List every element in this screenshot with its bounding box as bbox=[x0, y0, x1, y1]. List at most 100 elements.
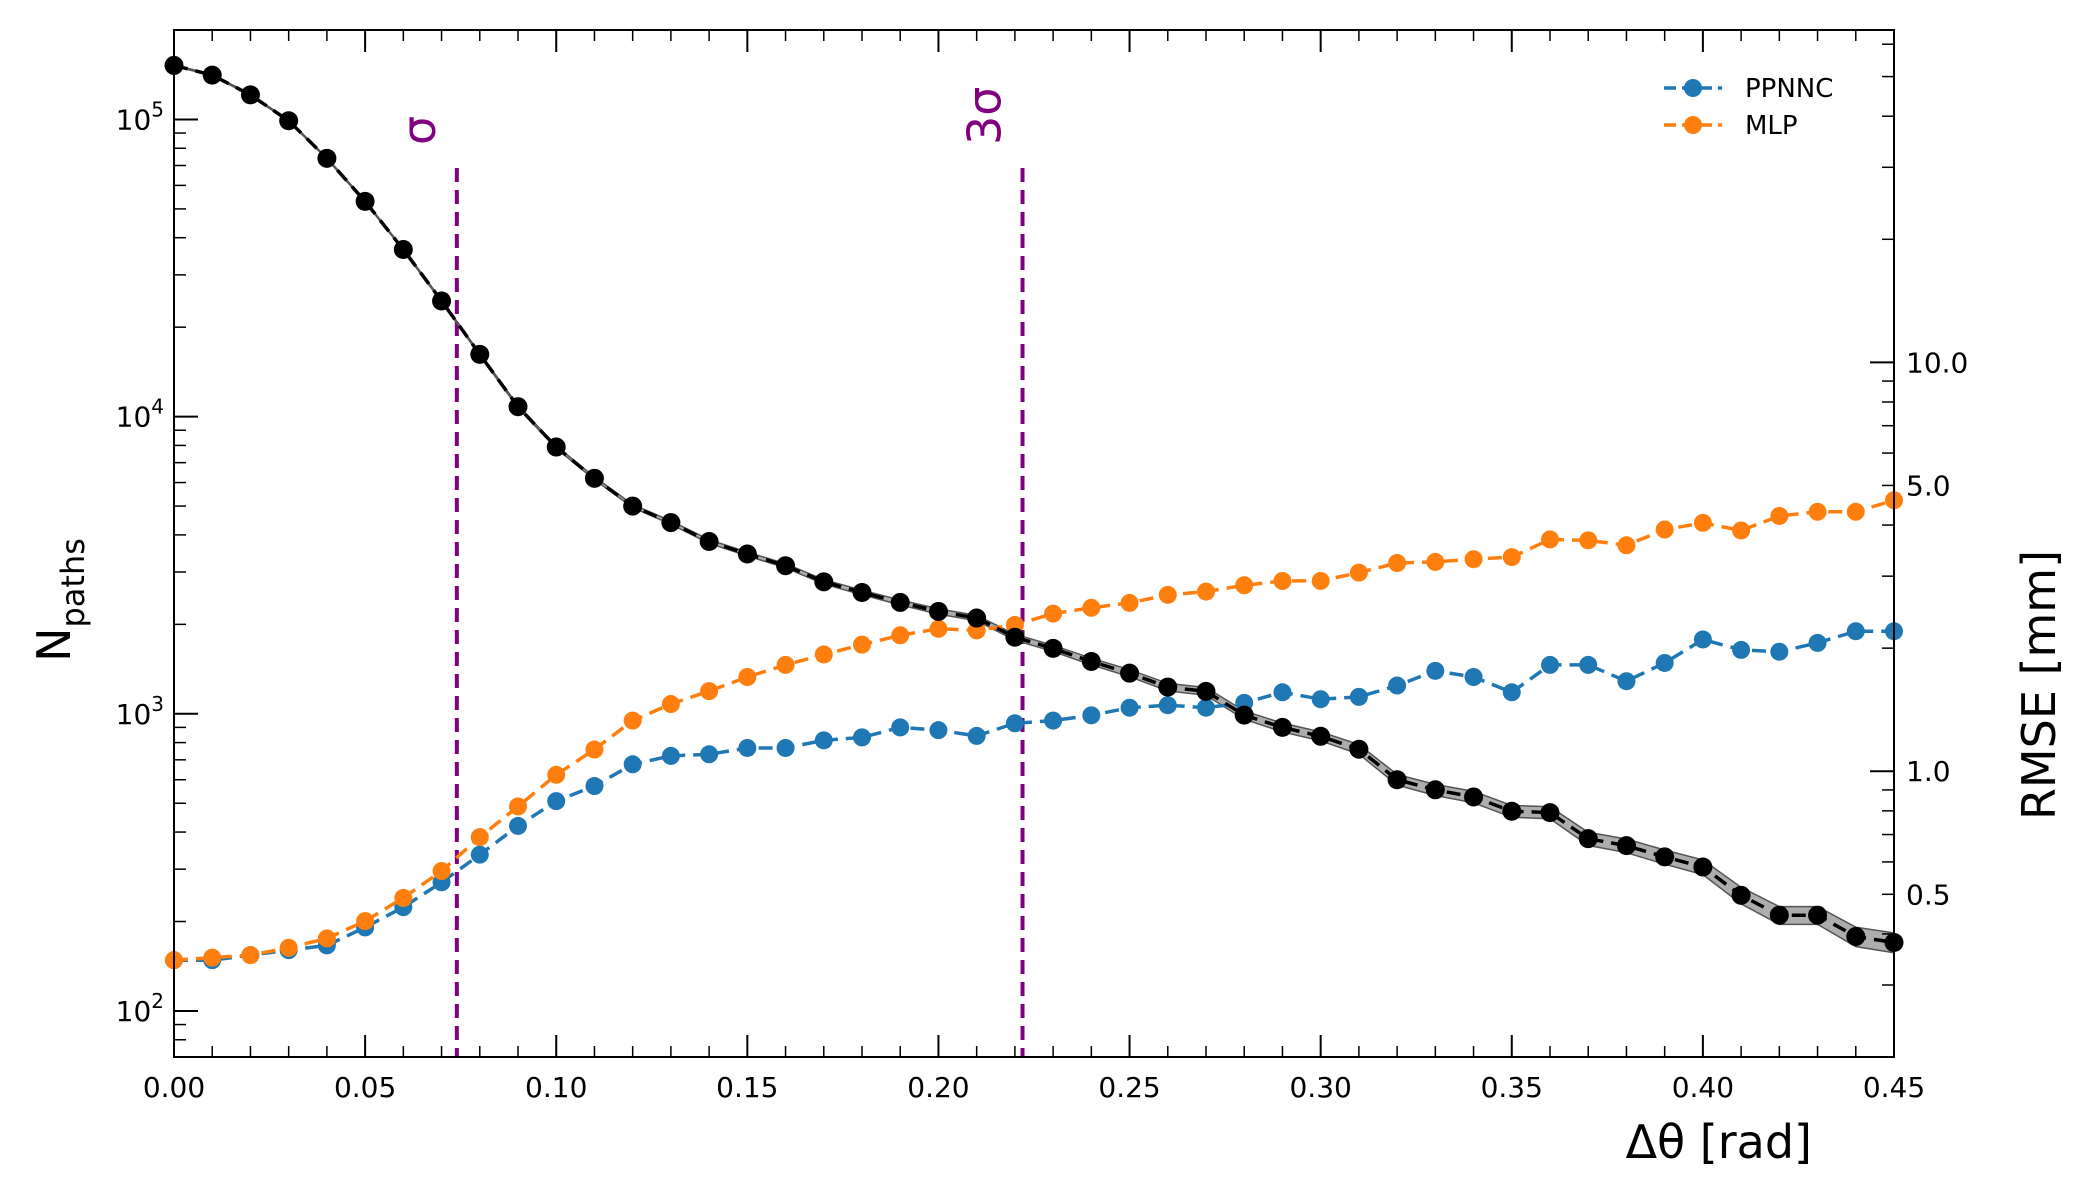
left-tick-label: 105 bbox=[116, 97, 164, 136]
series-0-point bbox=[1808, 633, 1827, 652]
series-0-point bbox=[1426, 661, 1445, 680]
npaths-point bbox=[1540, 803, 1560, 823]
series-0-point bbox=[509, 816, 527, 835]
npaths-point bbox=[240, 85, 260, 105]
npaths-point bbox=[1578, 829, 1598, 849]
right-tick-label: 0.5 bbox=[1906, 878, 1951, 911]
npaths-point bbox=[279, 111, 299, 131]
npaths-point bbox=[1120, 663, 1140, 683]
series-0-point bbox=[700, 745, 719, 764]
series-0-point bbox=[1464, 668, 1483, 687]
npaths-point bbox=[1311, 726, 1331, 746]
series-0-point bbox=[470, 845, 489, 864]
series-1-point bbox=[1273, 571, 1292, 590]
series-1-point bbox=[853, 635, 871, 654]
series-0-point bbox=[1388, 676, 1407, 695]
npaths-line bbox=[173, 63, 1895, 945]
series-0-point bbox=[1541, 655, 1559, 674]
x-tick-label: 0.30 bbox=[1289, 1071, 1351, 1104]
left-tick-base: 10 bbox=[116, 103, 152, 136]
npaths-point bbox=[1425, 780, 1445, 800]
npaths-point bbox=[584, 468, 604, 488]
series-1-point bbox=[623, 711, 642, 730]
vline-label-1: 3σ bbox=[958, 87, 1012, 145]
series-1-point bbox=[1235, 576, 1254, 595]
series-1-point bbox=[394, 888, 413, 907]
left-axis-title-sub: paths bbox=[54, 538, 92, 627]
series-1-point bbox=[432, 862, 451, 881]
series-0-point bbox=[1846, 622, 1865, 641]
npaths-point bbox=[776, 556, 796, 576]
npaths-series bbox=[164, 55, 1904, 952]
x-tick-label: 0.45 bbox=[1863, 1071, 1925, 1104]
plot-frame bbox=[173, 29, 1895, 1058]
series-0-point bbox=[1693, 630, 1712, 649]
npaths-point bbox=[1349, 739, 1369, 759]
series-0-point bbox=[585, 777, 604, 796]
npaths-point bbox=[661, 513, 681, 533]
npaths-point bbox=[1808, 905, 1828, 925]
series-1-point bbox=[1732, 521, 1751, 540]
npaths-point bbox=[1196, 681, 1216, 701]
legend-label-1: MLP bbox=[1745, 111, 1798, 141]
series-0-point bbox=[891, 718, 910, 737]
series-1-point bbox=[1579, 531, 1598, 550]
x-tick-label: 0.10 bbox=[525, 1071, 587, 1104]
series-1-point bbox=[929, 619, 948, 638]
series-0-point bbox=[929, 721, 948, 740]
legend: PPNNC MLP bbox=[1664, 74, 1833, 141]
series-1-point bbox=[1311, 571, 1330, 590]
series-1-point bbox=[241, 946, 260, 965]
x-axis-title: Δθ [rad] bbox=[1626, 1115, 1812, 1169]
series-1-point bbox=[1426, 552, 1445, 571]
series-0-point bbox=[1197, 698, 1215, 717]
npaths-point bbox=[928, 601, 948, 621]
series-1-point bbox=[1464, 550, 1483, 569]
series-1-point bbox=[279, 938, 298, 957]
npaths-point bbox=[967, 608, 987, 628]
series-1-point bbox=[356, 912, 375, 931]
left-tick-exponent: 3 bbox=[151, 692, 164, 716]
x-tick-label: 0.40 bbox=[1672, 1071, 1734, 1104]
npaths-point bbox=[1464, 787, 1484, 807]
series-1-point bbox=[814, 645, 833, 664]
x-tick-label: 0.35 bbox=[1481, 1071, 1543, 1104]
npaths-point bbox=[317, 148, 337, 168]
npaths-point bbox=[1846, 927, 1866, 947]
x-tick-label: 0.15 bbox=[716, 1071, 778, 1104]
series-1-point bbox=[738, 668, 757, 687]
x-tick-label: 0.20 bbox=[907, 1071, 969, 1104]
npaths-point bbox=[1693, 857, 1713, 877]
series-0-point bbox=[1579, 655, 1598, 674]
series-0-point bbox=[1082, 706, 1101, 725]
npaths-point bbox=[1272, 717, 1292, 737]
series-1-point bbox=[1349, 563, 1368, 582]
series-1-point bbox=[203, 948, 222, 967]
series-1-point bbox=[891, 626, 910, 645]
series-1-point bbox=[1541, 530, 1559, 549]
x-tick-label: 0.05 bbox=[334, 1071, 396, 1104]
left-tick-exponent: 5 bbox=[151, 97, 164, 121]
right-tick-label: 5.0 bbox=[1906, 469, 1951, 502]
series-1-point bbox=[1158, 585, 1177, 604]
series-1-point bbox=[585, 740, 604, 759]
left-tick-label: 104 bbox=[116, 395, 164, 434]
series-1-point bbox=[1502, 548, 1521, 567]
left-tick-base: 10 bbox=[116, 401, 152, 434]
npaths-point bbox=[1043, 638, 1063, 658]
axes: 0.00 0.05 0.10 0.15 0.20 0.25 0.30 0.35 0.40 0.45… bbox=[27, 29, 2066, 1169]
series-1-point bbox=[470, 828, 489, 847]
npaths-point bbox=[1731, 885, 1751, 905]
series-0-point bbox=[1005, 714, 1024, 733]
npaths-point bbox=[852, 582, 872, 602]
right-tick-label: 1.0 bbox=[1906, 755, 1951, 788]
left-tick-base: 10 bbox=[116, 995, 152, 1028]
npaths-point bbox=[623, 496, 643, 516]
series-1-line bbox=[173, 498, 1895, 962]
npaths-band bbox=[173, 63, 1895, 954]
series-1-point bbox=[1655, 520, 1674, 539]
x-tick-label: 0.25 bbox=[1098, 1071, 1160, 1104]
x-tick-label: 0.00 bbox=[143, 1071, 205, 1104]
legend-swatch-marker-0 bbox=[1684, 79, 1702, 97]
npaths-point bbox=[546, 437, 566, 457]
